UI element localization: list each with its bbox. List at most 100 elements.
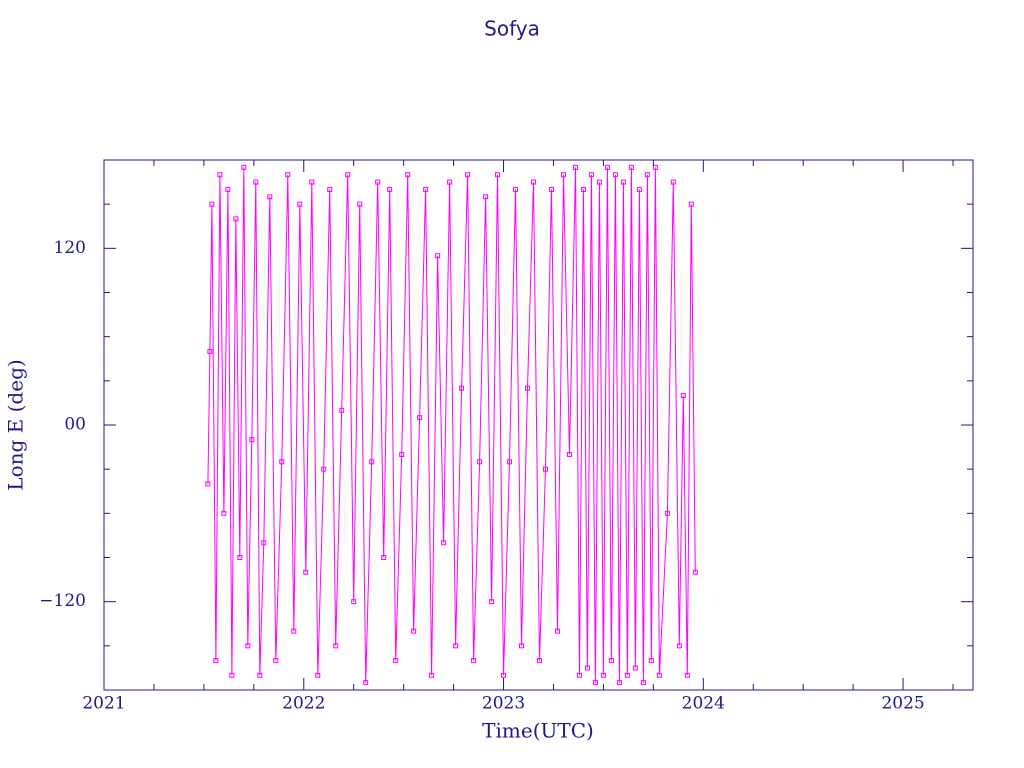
data-point (381, 555, 387, 560)
data-point (507, 459, 513, 465)
data-point (225, 186, 231, 192)
data-point (369, 459, 375, 465)
data-point (233, 216, 239, 222)
data-point (620, 179, 626, 185)
data-point (245, 643, 251, 649)
data-point (588, 172, 594, 178)
data-point (584, 665, 590, 671)
y-tick-label: 120 (54, 238, 86, 258)
data-point (656, 672, 662, 678)
data-point (327, 186, 333, 192)
data-point (644, 172, 650, 178)
data-point (519, 643, 525, 649)
data-point (692, 569, 698, 575)
data-point (441, 540, 447, 546)
x-tick-label: 2025 (881, 694, 924, 714)
data-point (309, 179, 315, 185)
data-point (303, 569, 309, 575)
data-point (411, 628, 417, 634)
data-point (333, 643, 339, 649)
data-point (363, 680, 369, 686)
data-point (616, 680, 622, 686)
data-point (321, 466, 327, 472)
data-point (345, 172, 351, 178)
data-point (357, 201, 363, 207)
data-point (237, 555, 243, 560)
data-point (676, 643, 682, 649)
data-line (207, 167, 696, 683)
data-point (213, 658, 219, 664)
data-point (315, 672, 321, 678)
data-point (205, 481, 211, 487)
data-point (531, 179, 537, 185)
data-point (279, 459, 285, 465)
data-point (465, 172, 471, 178)
data-point (273, 658, 279, 664)
data-point (253, 179, 259, 185)
data-point (221, 510, 227, 516)
data-point (560, 172, 566, 178)
data-point (525, 385, 531, 391)
data-point (387, 186, 393, 192)
data-point (542, 466, 548, 472)
data-point (648, 658, 654, 664)
data-point (429, 672, 435, 678)
data-point (459, 385, 465, 391)
data-point (664, 510, 670, 516)
data-point (423, 186, 429, 192)
data-point (393, 658, 399, 664)
x-axis-label: Time(UTC) (482, 719, 594, 743)
data-point (580, 186, 586, 192)
data-point (501, 672, 507, 678)
data-point (596, 179, 602, 185)
data-point (297, 201, 303, 207)
data-point (495, 172, 501, 178)
data-point (471, 658, 477, 664)
data-point (405, 172, 411, 178)
x-tick-label: 2021 (82, 694, 125, 714)
data-point (548, 186, 554, 192)
data-point (241, 164, 247, 170)
data-point (257, 672, 263, 678)
data-point (447, 179, 453, 185)
data-point (267, 194, 273, 200)
x-tick-label: 2022 (282, 694, 325, 714)
data-point (483, 194, 489, 200)
data-point (576, 672, 582, 678)
data-point (624, 672, 630, 678)
data-point (399, 451, 405, 457)
data-point (375, 179, 381, 185)
data-point (249, 437, 255, 443)
data-point (417, 415, 423, 421)
data-point (261, 540, 267, 546)
data-point (351, 599, 357, 605)
chart-title: Sofya (484, 17, 540, 41)
data-point (600, 672, 606, 678)
data-point (592, 680, 598, 686)
data-point (636, 186, 642, 192)
data-point (453, 643, 459, 649)
y-tick-label: −120 (39, 591, 86, 611)
data-point (628, 164, 634, 170)
data-point (536, 658, 542, 664)
x-tick-label: 2024 (682, 694, 725, 714)
data-point (217, 172, 223, 178)
data-point (572, 164, 578, 170)
data-point (489, 599, 495, 605)
data-point (513, 186, 519, 192)
data-point (554, 628, 560, 634)
x-tick-label: 2023 (482, 694, 525, 714)
data-point (652, 164, 658, 170)
data-point (435, 253, 441, 259)
data-point (207, 348, 213, 354)
data-point (604, 164, 610, 170)
data-point (684, 672, 690, 678)
data-point (640, 680, 646, 686)
data-point (670, 179, 676, 185)
data-point (229, 672, 235, 678)
y-axis-label: Long E (deg) (4, 359, 28, 490)
data-point (291, 628, 297, 634)
data-point (688, 201, 694, 207)
data-point (209, 201, 215, 207)
